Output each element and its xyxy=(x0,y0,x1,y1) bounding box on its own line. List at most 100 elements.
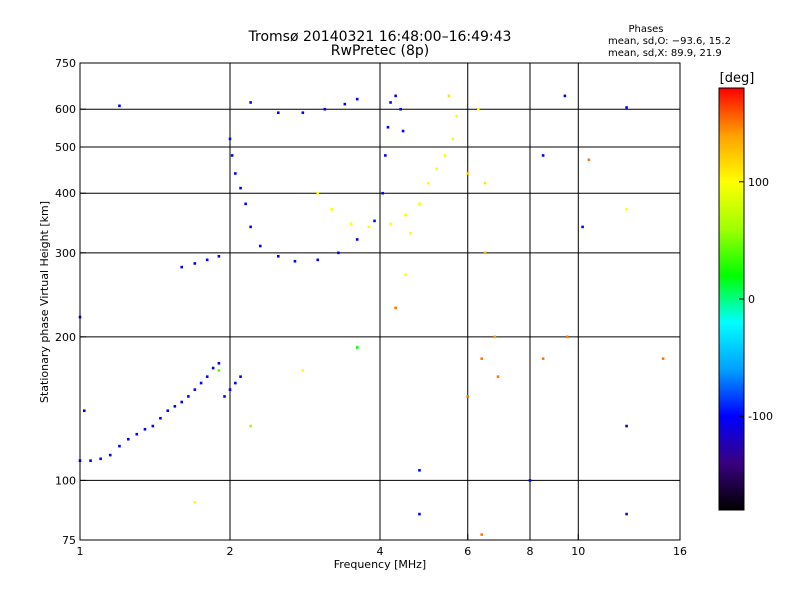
y-tick-label: 100 xyxy=(55,474,76,487)
data-point xyxy=(217,254,221,258)
data-point xyxy=(135,432,139,436)
data-point xyxy=(466,172,470,175)
data-point xyxy=(301,111,305,115)
data-point xyxy=(480,533,484,536)
data-point xyxy=(330,208,334,211)
data-point xyxy=(89,459,92,462)
data-point xyxy=(166,409,170,413)
data-point xyxy=(587,158,591,162)
y-axis-label: Stationary phase Virtual Height [km] xyxy=(38,201,51,403)
data-point xyxy=(625,512,628,516)
data-point xyxy=(355,97,359,101)
data-point xyxy=(187,395,190,398)
data-point xyxy=(249,225,252,229)
data-point xyxy=(230,154,234,157)
x-tick-label: 10 xyxy=(571,545,585,558)
data-point xyxy=(528,479,532,482)
data-point xyxy=(228,388,232,391)
x-tick-label: 4 xyxy=(377,545,384,558)
data-point xyxy=(193,500,197,504)
data-point xyxy=(316,258,320,262)
data-point xyxy=(625,424,628,428)
data-point xyxy=(223,395,226,398)
x-tick-label: 16 xyxy=(673,545,687,558)
data-point xyxy=(418,468,421,472)
data-point xyxy=(108,453,112,457)
data-point xyxy=(258,244,262,248)
data-point xyxy=(82,409,86,413)
data-point xyxy=(426,181,430,185)
colorbar-tick-label: -100 xyxy=(748,410,773,423)
data-point xyxy=(199,381,203,385)
x-tick-label: 6 xyxy=(464,545,471,558)
data-point xyxy=(435,167,439,171)
data-point xyxy=(394,94,397,98)
data-point xyxy=(180,400,184,404)
data-point xyxy=(239,186,242,190)
data-point xyxy=(443,154,447,157)
x-tick-label: 2 xyxy=(227,545,234,558)
y-tick-label: 400 xyxy=(55,187,76,200)
data-point xyxy=(217,369,221,372)
data-point xyxy=(563,94,567,98)
data-point xyxy=(384,154,387,157)
data-point xyxy=(565,335,569,339)
colorbar-tick-label: 100 xyxy=(748,176,769,189)
data-point xyxy=(249,424,252,428)
data-point xyxy=(217,361,221,365)
data-point xyxy=(496,375,500,378)
data-point xyxy=(193,262,197,265)
data-point xyxy=(483,251,487,255)
gridlines xyxy=(80,63,680,540)
data-points xyxy=(78,94,665,536)
data-point xyxy=(343,102,347,106)
data-point xyxy=(477,107,480,111)
data-point xyxy=(205,375,209,378)
data-point xyxy=(276,254,280,258)
phases-box-line-x: mean, sd,X: 89.9, 21.9 xyxy=(608,48,722,59)
data-point xyxy=(399,107,402,111)
data-point xyxy=(541,154,545,157)
data-point xyxy=(661,357,665,360)
data-point xyxy=(244,202,247,206)
colorbar-label: [deg] xyxy=(720,71,755,86)
data-point xyxy=(483,181,487,185)
data-point xyxy=(447,94,451,98)
data-point xyxy=(180,265,184,269)
chart-subtitle: RwPretec (8p) xyxy=(331,43,429,59)
y-tick-label: 300 xyxy=(55,247,76,260)
data-point xyxy=(249,101,252,104)
data-point xyxy=(234,381,237,385)
data-point xyxy=(401,129,405,133)
data-point xyxy=(211,366,215,370)
data-point xyxy=(480,357,484,360)
data-point xyxy=(118,444,121,448)
data-point xyxy=(404,213,407,217)
data-point xyxy=(389,101,392,104)
data-point xyxy=(581,225,584,229)
x-tick-label: 1 xyxy=(77,545,84,558)
data-point xyxy=(373,219,376,223)
data-point xyxy=(381,191,384,195)
data-point xyxy=(118,104,121,108)
data-point xyxy=(451,137,455,141)
x-axis-label: Frequency [MHz] xyxy=(334,558,426,571)
data-point xyxy=(389,222,392,226)
data-point xyxy=(625,106,628,109)
data-point xyxy=(418,202,421,206)
data-point xyxy=(323,107,327,111)
colorbar-tick-label: 0 xyxy=(748,293,755,306)
data-point xyxy=(541,357,545,360)
data-point xyxy=(367,225,371,229)
data-point xyxy=(143,427,147,431)
colorbar-ticks: -100 0 100 xyxy=(739,176,773,423)
phases-box-line-o: mean, sd,O: −93.6, 15.2 xyxy=(608,36,731,47)
data-point xyxy=(493,335,497,339)
x-axis: 1 2 4 6 8 10 16 xyxy=(77,534,687,558)
data-point xyxy=(466,395,470,398)
data-point xyxy=(193,388,197,391)
data-point xyxy=(151,424,155,428)
data-point xyxy=(239,375,242,378)
y-tick-label: 75 xyxy=(62,534,76,547)
